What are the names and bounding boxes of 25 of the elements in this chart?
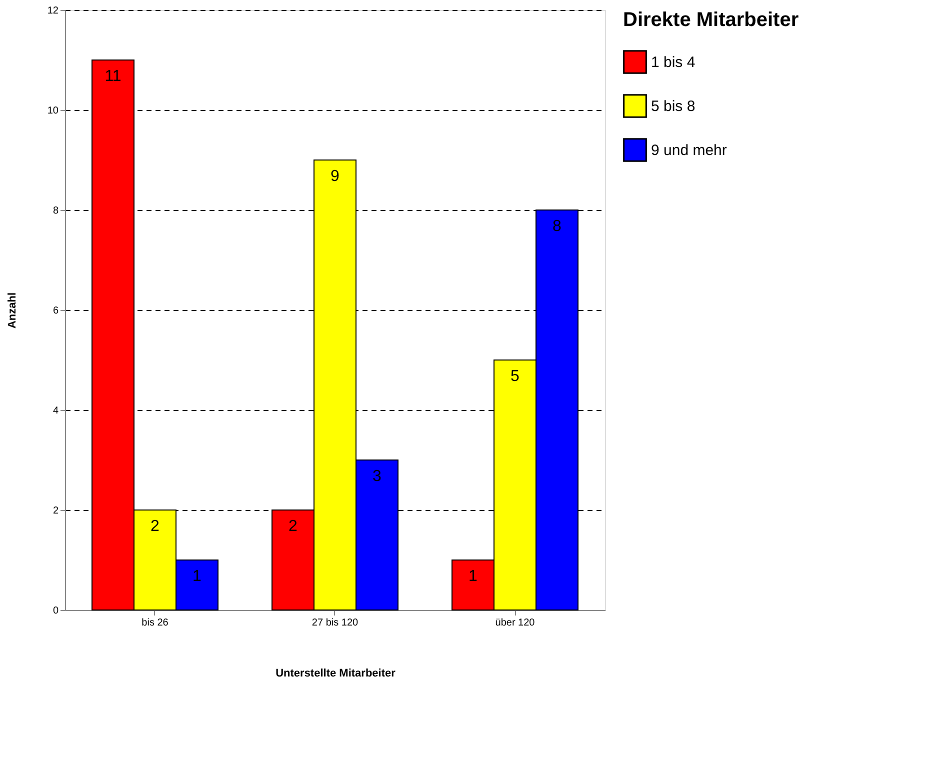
x-axis-title: Unterstellte Mitarbeiter bbox=[276, 668, 396, 680]
data-label: 1 bbox=[192, 568, 202, 585]
legend-label: 1 bis 4 bbox=[651, 54, 696, 71]
data-label: 1 bbox=[468, 568, 478, 585]
y-tick-label: 10 bbox=[47, 106, 59, 116]
legend-title: Direkte Mitarbeiter bbox=[623, 9, 799, 31]
y-tick-label: 6 bbox=[52, 306, 59, 316]
data-label: 11 bbox=[104, 68, 122, 85]
y-tick-label: 8 bbox=[52, 206, 59, 216]
data-label: 2 bbox=[288, 518, 298, 535]
y-tick-label: 0 bbox=[52, 606, 59, 616]
data-label: 2 bbox=[150, 518, 160, 535]
data-label: 8 bbox=[552, 218, 562, 235]
y-axis-title: Anzahl bbox=[6, 292, 18, 329]
y-tick-label: 4 bbox=[52, 406, 59, 416]
legend-label: 9 und mehr bbox=[651, 142, 727, 159]
x-tick-label: über 120 bbox=[495, 618, 536, 628]
data-label: 3 bbox=[372, 468, 382, 485]
data-label: 5 bbox=[510, 368, 520, 385]
y-tick-label: 12 bbox=[47, 6, 59, 16]
legend-label: 5 bis 8 bbox=[651, 98, 696, 115]
x-tick-label: 27 bis 120 bbox=[312, 618, 359, 628]
data-label: 9 bbox=[330, 168, 340, 185]
x-tick-label: bis 26 bbox=[142, 618, 169, 628]
y-tick-label: 2 bbox=[52, 506, 59, 516]
